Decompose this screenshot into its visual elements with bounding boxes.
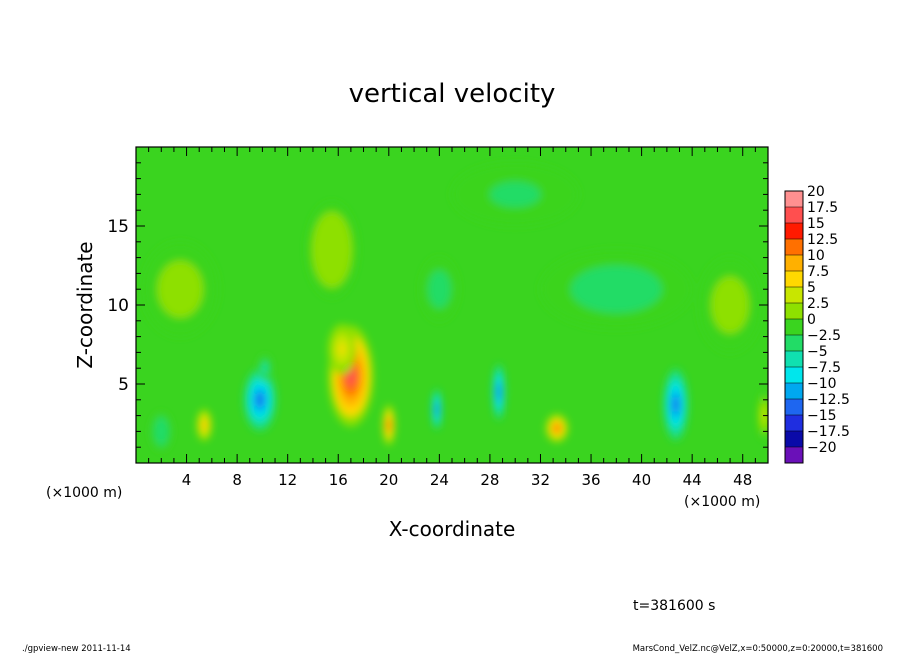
y-tick-label: 10 (107, 296, 129, 316)
colorbar-swatch (785, 431, 803, 448)
field-feature-6 (243, 368, 277, 432)
field-contour (202, 421, 206, 429)
field-feature-17 (452, 162, 579, 226)
colorbar-swatch (785, 319, 803, 336)
colorbar-swatch (785, 415, 803, 432)
field-feature-8 (151, 412, 172, 451)
colorbar-label: −2.5 (807, 328, 841, 344)
colorbar-swatch (785, 239, 803, 256)
colorbar-label: −17.5 (807, 424, 850, 440)
x-tick-label: 16 (329, 471, 348, 489)
colorbar-swatch (785, 207, 803, 224)
y-axis-label: Z-coordinate (73, 241, 97, 368)
colorbar-label: 15 (807, 216, 825, 232)
field-feature-4 (545, 414, 569, 443)
colorbar-label: −20 (807, 440, 837, 456)
colorbar-swatch (785, 287, 803, 304)
field-contour (256, 393, 264, 407)
field-contour (326, 240, 337, 260)
field-contour (339, 344, 345, 355)
y-tick-label: 5 (118, 375, 129, 395)
x-tick-label: 28 (480, 471, 499, 489)
colorbar-swatch (785, 223, 803, 240)
field-feature-13 (420, 257, 459, 321)
footer-left: ./gpview-new 2011-11-14 (22, 644, 131, 654)
colorbar-swatch (785, 335, 803, 352)
x-axis-label: X-coordinate (389, 517, 516, 541)
field-feature-1 (328, 323, 356, 375)
colorbar-label: −7.5 (807, 360, 841, 376)
x-axis-ticks: 4 8 12 16 20 24 28 32 36 40 44 48 (148, 147, 756, 489)
x-tick-label: 32 (531, 471, 550, 489)
field-feature-15 (306, 202, 358, 298)
colorbar-label: 2.5 (807, 296, 829, 312)
field-contour (435, 282, 444, 296)
colorbar-swatch (785, 271, 803, 288)
colorbar-label: 7.5 (807, 264, 829, 280)
field-feature-16 (698, 257, 762, 353)
colorbar-label: 10 (807, 248, 825, 264)
x-tick-label: 24 (430, 471, 449, 489)
field-contour (723, 295, 737, 315)
field-feature-9 (431, 388, 442, 430)
colorbar-swatch (785, 351, 803, 368)
field-contour (263, 365, 267, 371)
colorbar-swatch (785, 383, 803, 400)
colorbar-swatch (785, 399, 803, 416)
colorbar-label: 12.5 (807, 232, 838, 248)
field-feature-2 (196, 409, 212, 441)
x-tick-label: 12 (278, 471, 297, 489)
colorbar-swatch (785, 191, 803, 208)
colorbar-swatch (785, 367, 803, 384)
chart-title: vertical velocity (349, 79, 556, 109)
x-tick-label: 4 (182, 471, 192, 489)
y-tick-label: 15 (107, 217, 129, 237)
x-axis-unit-right: (×1000 m) (684, 494, 760, 510)
field-feature-14 (142, 241, 219, 337)
colorbar-label: 20 (807, 184, 825, 200)
colorbar-label: −5 (807, 344, 828, 360)
field-contour (159, 427, 164, 436)
field-feature-3 (382, 404, 396, 446)
colorbar-label: −10 (807, 376, 837, 392)
field-contour (497, 386, 501, 398)
colorbar-label: 5 (807, 280, 816, 296)
velocity-field (142, 162, 768, 451)
time-label: t=381600 s (633, 598, 715, 614)
x-tick-label: 36 (581, 471, 600, 489)
colorbar: 2017.51512.5107.552.50−2.5−5−7.5−10−12.5… (784, 184, 850, 464)
field-feature-10 (492, 363, 506, 421)
footer-right: MarsCond_VelZ.nc@VelZ,x=0:50000,z=0:2000… (633, 644, 883, 654)
field-feature-11 (663, 368, 689, 441)
colorbar-swatch (785, 447, 803, 464)
x-tick-label: 44 (683, 471, 702, 489)
field-contour (435, 405, 438, 414)
plot-area (136, 147, 768, 463)
colorbar-swatch (785, 255, 803, 272)
x-tick-label: 8 (232, 471, 242, 489)
y-axis-ticks: 5 10 15 (107, 162, 768, 448)
colorbar-label: −12.5 (807, 392, 850, 408)
field-contour (673, 397, 679, 412)
x-tick-label: 48 (733, 471, 752, 489)
colorbar-label: 0 (807, 312, 816, 328)
field-contour (502, 188, 528, 201)
colorbar-label: 17.5 (807, 200, 838, 216)
field-contour (387, 420, 391, 430)
x-axis-unit-left: (×1000 m) (46, 485, 122, 501)
x-tick-label: 20 (379, 471, 398, 489)
field-contour (554, 425, 560, 432)
colorbar-swatch (785, 303, 803, 320)
field-feature-12 (540, 249, 693, 329)
x-tick-label: 40 (632, 471, 651, 489)
field-contour (601, 281, 632, 298)
field-contour (172, 279, 188, 299)
colorbar-label: −15 (807, 408, 837, 424)
field-feature-7 (258, 355, 272, 381)
